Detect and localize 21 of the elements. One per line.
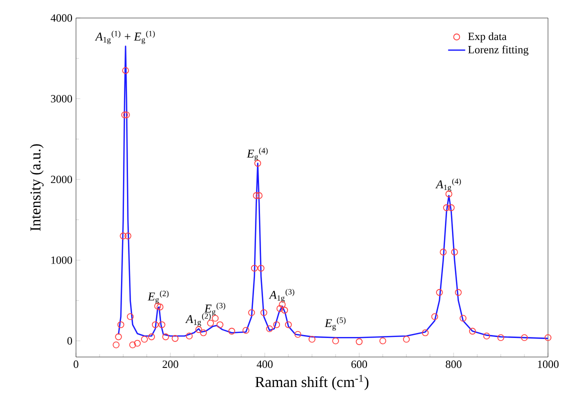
y-tick-label: 2000 (50, 176, 72, 184)
x-tick-label: 200 (162, 360, 178, 368)
x-tick-label: 400 (256, 360, 273, 368)
x-tick-label: 0 (74, 360, 78, 368)
annotation: A$_{1g}$(2) (185, 313, 211, 327)
annotation: A$_{1g}$(3) (268, 288, 294, 302)
y-tick-label: 1000 (51, 256, 72, 264)
legend-label: Exp data (468, 32, 507, 42)
x-tick-label: 600 (351, 360, 368, 368)
annotation: E$_{g}$(5) (324, 317, 346, 331)
legend-label: Lorenz fitting (468, 46, 528, 56)
y-tick-label: 3000 (51, 95, 72, 102)
x-axis-title: Raman shift (cm$^{-1}$) (255, 374, 368, 390)
y-axis-title: Intensity (a.u.) (30, 144, 44, 231)
annotation: A$_{1g}$$^{(1)}$ + E$_{g}$(1) (94, 30, 155, 44)
x-tick-label: 1000 (538, 360, 559, 368)
annotation: E$_{g}$(2) (148, 290, 169, 304)
y-tick-label: 0 (67, 337, 72, 345)
y-tick-label: 4000 (50, 14, 72, 22)
x-tick-label: 800 (446, 360, 462, 368)
annotation: A$_{1g}$(4) (435, 178, 461, 192)
